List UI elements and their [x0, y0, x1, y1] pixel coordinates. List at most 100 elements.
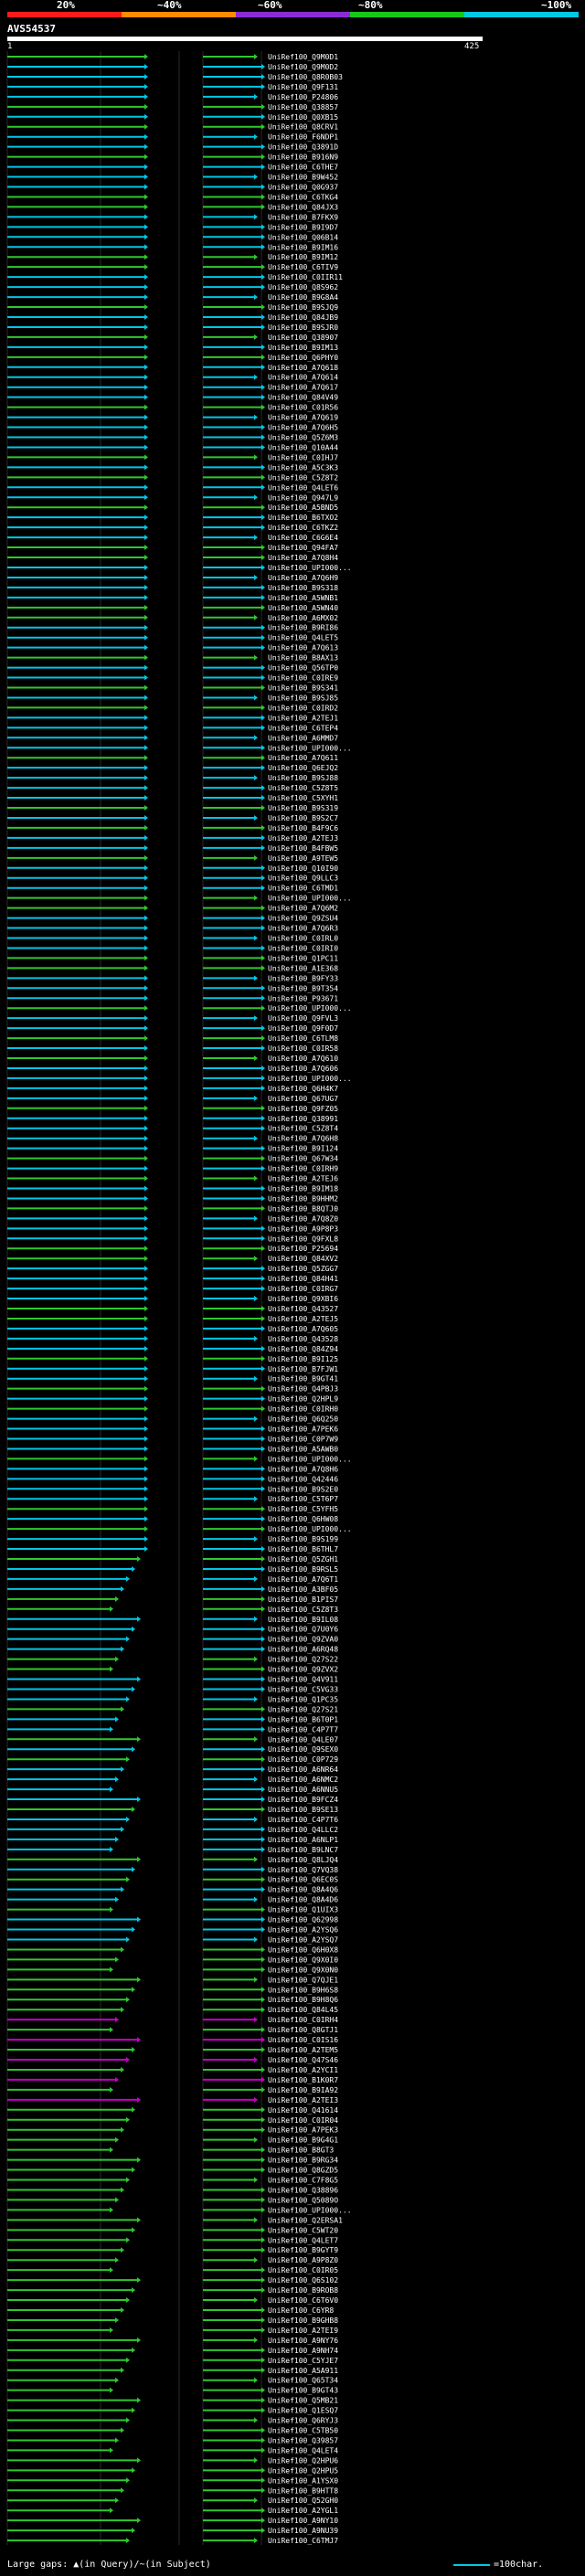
hit-row[interactable]: UniRef100_Q56TP0 [7, 664, 338, 673]
hit-label[interactable]: UniRef100_A7Q617 [268, 384, 338, 392]
hit-label[interactable]: UniRef100_C6THE7 [268, 164, 338, 172]
hit-label[interactable]: UniRef100_A7Q6H9 [268, 574, 338, 582]
hit-row[interactable]: UniRef100_Q6Q250 [7, 1415, 338, 1424]
hit-label[interactable]: UniRef100_A7Q605 [268, 1325, 338, 1333]
hit-row[interactable]: UniRef100_B9I124 [7, 1145, 338, 1153]
hit-label[interactable]: UniRef100_B9GHB8 [268, 2316, 338, 2325]
hit-label[interactable]: UniRef100_UPI000... [268, 1455, 352, 1463]
hit-label[interactable]: UniRef100_C6TMJ7 [268, 2537, 338, 2545]
hit-row[interactable]: UniRef100_A2TEM5 [7, 2046, 338, 2054]
hit-row[interactable]: UniRef100_Q84JX3 [7, 203, 338, 211]
hit-label[interactable]: UniRef100_B9HHM2 [268, 1194, 338, 1203]
hit-row[interactable]: UniRef100_C6TEP4 [7, 724, 338, 732]
hit-label[interactable]: UniRef100_Q9XBI6 [268, 1295, 338, 1303]
hit-row[interactable]: UniRef100_A5AWB0 [7, 1445, 338, 1453]
hit-row[interactable]: UniRef100_Q9F131 [7, 83, 338, 91]
hit-label[interactable]: UniRef100_B9IA92 [268, 2086, 338, 2094]
hit-label[interactable]: UniRef100_Q2ERSA1 [268, 2216, 343, 2224]
hit-row[interactable]: UniRef100_B9H6S8 [7, 1986, 338, 1994]
hit-row[interactable]: UniRef100_C01R56 [7, 404, 338, 412]
hit-label[interactable]: UniRef100_Q9SEX0 [268, 1745, 338, 1754]
hit-row[interactable]: UniRef100_UPI000... [7, 744, 352, 752]
hit-row[interactable]: UniRef100_B9IL08 [7, 1616, 338, 1624]
hit-label[interactable]: UniRef100_Q39857 [268, 2436, 338, 2444]
hit-label[interactable]: UniRef100_C5YJE7 [268, 2357, 338, 2365]
hit-row[interactable]: UniRef100_Q1PC35 [7, 1695, 338, 1703]
hit-row[interactable]: UniRef100_A7Q610 [7, 1055, 338, 1063]
hit-row[interactable]: UniRef100_Q38991 [7, 1115, 338, 1123]
hit-row[interactable]: UniRef100_A2YGL1 [7, 2507, 338, 2515]
hit-label[interactable]: UniRef100_Q67UG7 [268, 1095, 338, 1103]
hit-row[interactable]: UniRef100_Q9ZVX2 [7, 1666, 338, 1674]
hit-label[interactable]: UniRef100_B9S2C7 [268, 814, 338, 822]
hit-row[interactable]: UniRef100_Q2HPU6 [7, 2456, 338, 2465]
hit-row[interactable]: UniRef100_B9I9D7 [7, 223, 338, 231]
hit-label[interactable]: UniRef100_C0IRG7 [268, 1285, 338, 1293]
hit-label[interactable]: UniRef100_Q56TP0 [268, 664, 338, 673]
hit-label[interactable]: UniRef100_C6TLM8 [268, 1034, 338, 1043]
hit-row[interactable]: UniRef100_B9GYT9 [7, 2246, 338, 2254]
hit-row[interactable]: UniRef100_A7Q6R3 [7, 925, 338, 933]
hit-label[interactable]: UniRef100_Q3891D [268, 143, 338, 152]
hit-row[interactable]: UniRef100_Q2ERSA1 [7, 2216, 343, 2224]
hit-row[interactable]: UniRef100_Q8GZD5 [7, 2167, 338, 2175]
hit-label[interactable]: UniRef100_A7Q611 [268, 754, 338, 762]
hit-row[interactable]: UniRef100_Q9ZSU4 [7, 915, 338, 923]
hit-label[interactable]: UniRef100_Q06B14 [268, 233, 338, 241]
hit-label[interactable]: UniRef100_A2TEI3 [268, 2096, 338, 2104]
hit-label[interactable]: UniRef100_Q27S21 [268, 1705, 338, 1713]
hit-row[interactable]: UniRef100_B9IM12 [7, 253, 338, 261]
hit-label[interactable]: UniRef100_B916N9 [268, 154, 338, 162]
hit-row[interactable]: UniRef100_Q6EC0S [7, 1876, 338, 1884]
hit-label[interactable]: UniRef100_A7Q8H4 [268, 554, 338, 562]
hit-row[interactable]: UniRef100_Q52GH0 [7, 2496, 338, 2505]
hit-row[interactable]: UniRef100_B9RI86 [7, 624, 338, 632]
hit-label[interactable]: UniRef100_Q6H4K7 [268, 1085, 338, 1093]
hit-row[interactable]: UniRef100_A9NY10 [7, 2517, 338, 2525]
hit-label[interactable]: UniRef100_B1K0R7 [268, 2076, 338, 2084]
hit-label[interactable]: UniRef100_Q84JX3 [268, 203, 338, 211]
hit-row[interactable]: UniRef100_Q4LE07 [7, 1735, 338, 1744]
hit-row[interactable]: UniRef100_C4P7T6 [7, 1816, 338, 1824]
hit-row[interactable]: UniRef100_B6THL7 [7, 1545, 338, 1553]
hit-row[interactable]: UniRef100_Q8CRV1 [7, 123, 338, 132]
hit-row[interactable]: UniRef100_A9NH74 [7, 2347, 338, 2355]
hit-row[interactable]: UniRef100_A6NNU5 [7, 1786, 338, 1794]
hit-row[interactable]: UniRef100_Q43528 [7, 1335, 338, 1343]
hit-label[interactable]: UniRef100_Q2HPU6 [268, 2456, 338, 2465]
hit-label[interactable]: UniRef100_Q62998 [268, 1916, 338, 1924]
hit-label[interactable]: UniRef100_Q84JB9 [268, 313, 338, 322]
hit-label[interactable]: UniRef100_A2YSQ7 [268, 1935, 338, 1944]
hit-row[interactable]: UniRef100_B9SJQ9 [7, 303, 338, 312]
hit-label[interactable]: UniRef100_A6MMD7 [268, 734, 338, 742]
hit-label[interactable]: UniRef100_A7Q6H8 [268, 1135, 338, 1143]
hit-label[interactable]: UniRef100_F6NDP1 [268, 133, 338, 142]
hit-row[interactable]: UniRef100_B6TXO2 [7, 514, 338, 522]
hit-row[interactable]: UniRef100_B1PIS7 [7, 1595, 338, 1604]
hit-row[interactable]: UniRef100_B9S2C7 [7, 814, 338, 822]
hit-row[interactable]: UniRef100_Q9X0N0 [7, 1966, 338, 1974]
hit-label[interactable]: UniRef100_C0IRH4 [268, 2016, 338, 2024]
hit-label[interactable]: UniRef100_Q42446 [268, 1475, 338, 1483]
hit-label[interactable]: UniRef100_C5XYH1 [268, 794, 338, 802]
hit-label[interactable]: UniRef100_A5WN40 [268, 604, 338, 612]
hit-label[interactable]: UniRef100_UPI000... [268, 2206, 352, 2214]
hit-row[interactable]: UniRef100_Q4LLC2 [7, 1826, 338, 1834]
hit-row[interactable]: UniRef100_Q6PHY0 [7, 354, 338, 362]
hit-label[interactable]: UniRef100_A9P8P3 [268, 1224, 338, 1233]
hit-label[interactable]: UniRef100_A5A911 [268, 2367, 338, 2375]
hit-label[interactable]: UniRef100_UPI000... [268, 1525, 352, 1533]
hit-label[interactable]: UniRef100_B9W452 [268, 174, 338, 182]
hit-row[interactable]: UniRef100_A7Q6T1 [7, 1575, 338, 1584]
hit-label[interactable]: UniRef100_A7Q6R3 [268, 925, 338, 933]
hit-row[interactable]: UniRef100_A7Q6M2 [7, 905, 338, 913]
hit-label[interactable]: UniRef100_C6T6V0 [268, 2296, 338, 2305]
hit-row[interactable]: UniRef100_Q0G937 [7, 184, 338, 192]
hit-label[interactable]: UniRef100_Q38857 [268, 103, 338, 111]
hit-row[interactable]: UniRef100_A6RQ48 [7, 1646, 338, 1654]
hit-label[interactable]: UniRef100_Q38991 [268, 1115, 338, 1123]
hit-row[interactable]: UniRef100_B9G8A4 [7, 293, 338, 302]
hit-row[interactable]: UniRef100_Q47S46 [7, 2056, 338, 2064]
hit-label[interactable]: UniRef100_Q7VQ38 [268, 1866, 338, 1874]
hit-label[interactable]: UniRef100_C01R56 [268, 404, 338, 412]
